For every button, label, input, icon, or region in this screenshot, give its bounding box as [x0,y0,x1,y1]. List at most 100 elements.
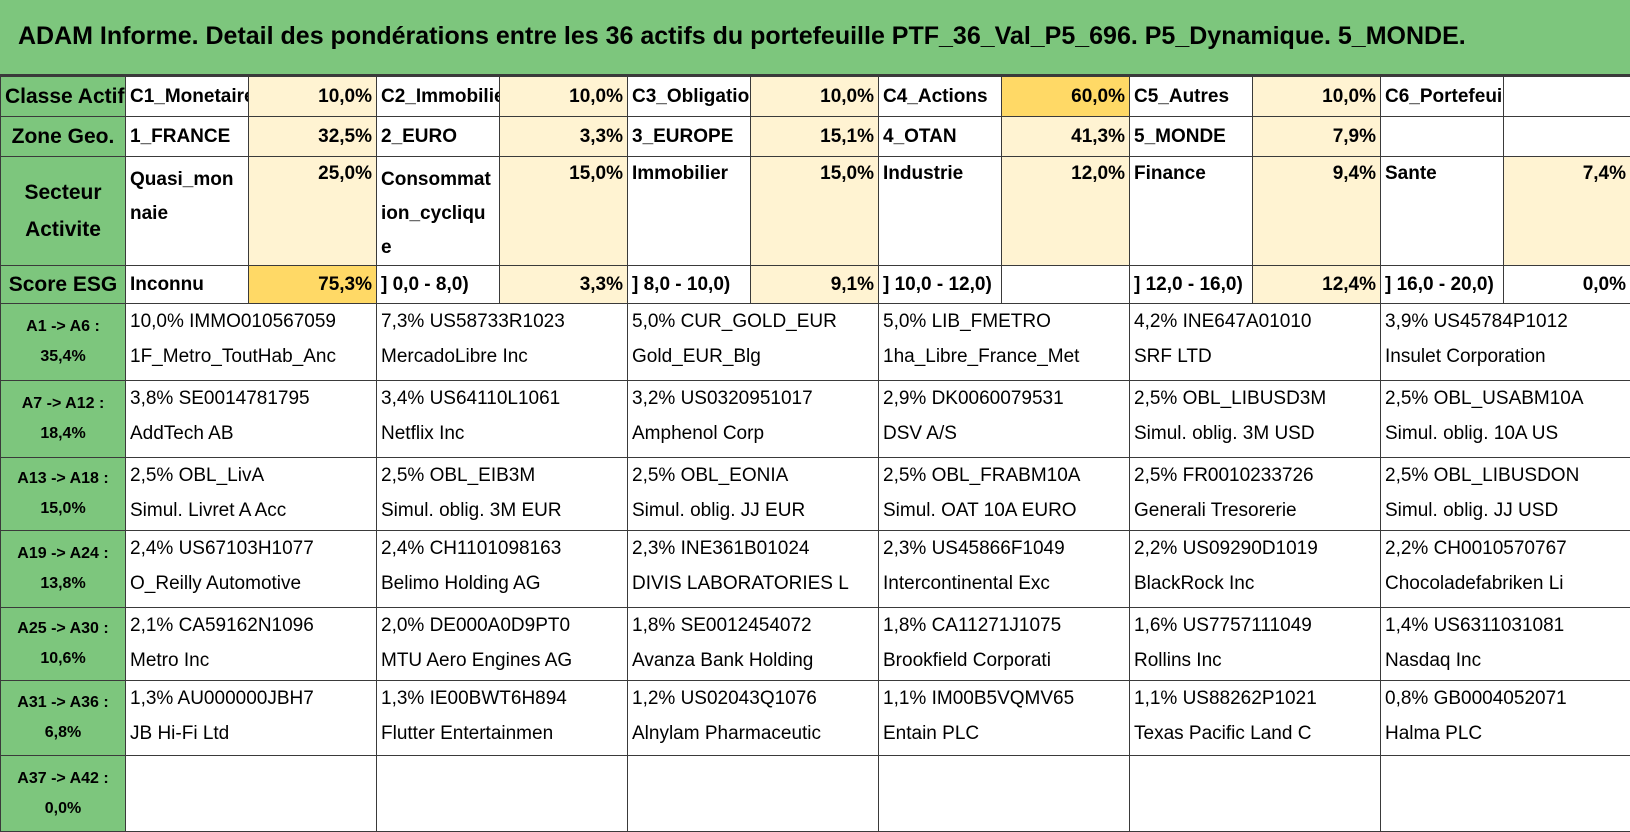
asset-name: JB Hi-Fi Ltd [130,716,372,751]
row-header: Score ESG [1,266,126,304]
asset-name: O_Reilly Automotive [130,566,372,601]
asset-weight-code: 2,5% OBL_EONIA [632,458,874,493]
asset-weight-code: 1,8% CA11271J1075 [883,608,1125,643]
asset-weight-code: 2,5% OBL_LivA [130,458,372,493]
asset-name: BlackRock Inc [1134,566,1376,601]
asset-name: Intercontinental Exc [883,566,1125,601]
cell-label: Inconnu [126,266,249,304]
asset-name: Insulet Corporation [1385,339,1626,374]
cell-label: Immobilier [628,157,751,266]
cell-value: 10,0% [751,77,879,117]
cell-label: ] 12,0 - 16,0) [1130,266,1253,304]
asset-name: Simul. oblig. JJ USD [1385,493,1626,528]
asset-cell [628,756,879,832]
asset-name: Entain PLC [883,716,1125,751]
asset-row: A37 -> A42 :0,0% [1,756,1630,832]
asset-name: Simul. oblig. JJ EUR [632,493,874,528]
asset-weight-code: 5,0% LIB_FMETRO [883,304,1125,339]
asset-name: Simul. oblig. 3M USD [1134,416,1376,451]
asset-weight-code: 3,8% SE0014781795 [130,381,372,416]
summary-row-sector: Secteur Activite Quasi_monnaie 25,0% Con… [1,157,1630,266]
row-header: Zone Geo. [1,117,126,157]
asset-cell [377,756,628,832]
cell-label: 4_OTAN [879,117,1002,157]
cell-label: Industrie [879,157,1002,266]
asset-weight-code: 2,9% DK0060079531 [883,381,1125,416]
asset-weight-code: 5,0% CUR_GOLD_EUR [632,304,874,339]
asset-name: SRF LTD [1134,339,1376,374]
asset-range-total: 6,8% [5,718,121,748]
asset-range: A25 -> A30 : [5,614,121,644]
asset-row-header: A7 -> A12 :18,4% [1,381,126,458]
asset-name: Netflix Inc [381,416,623,451]
cell-label: Finance [1130,157,1253,266]
asset-row-header: A25 -> A30 :10,6% [1,608,126,681]
cell-value: 3,3% [500,117,628,157]
summary-row-asset-class: Classe Actif C1_Monetaire 10,0% C2_Immob… [1,77,1630,117]
asset-name: Brookfield Corporati [883,643,1125,678]
asset-cell [1130,756,1381,832]
asset-name: Metro Inc [130,643,372,678]
cell-value: 75,3% [249,266,377,304]
asset-name: Flutter Entertainmen [381,716,623,751]
asset-name: Chocoladefabriken Li [1385,566,1626,601]
asset-range-total: 13,8% [5,569,121,599]
asset-weight-code: 1,3% AU000000JBH7 [130,681,372,716]
report-title: ADAM Informe. Detail des pondérations en… [18,22,1466,51]
asset-range-total: 0,0% [5,794,121,824]
cell-label-box: Consommation_cyclique [377,157,500,266]
allocation-table: Classe Actif C1_Monetaire 10,0% C2_Immob… [0,76,1630,832]
asset-name: AddTech AB [130,416,372,451]
cell-value: 0,0% [1504,266,1630,304]
asset-weight-code: 3,9% US45784P1012 [1385,304,1626,339]
asset-cell [1381,756,1630,832]
asset-row-header: A37 -> A42 :0,0% [1,756,126,832]
asset-range: A31 -> A36 : [5,688,121,718]
asset-name: Belimo Holding AG [381,566,623,601]
asset-name: Simul. oblig. 10A US [1385,416,1626,451]
cell-label: 5_MONDE [1130,117,1253,157]
cell-label: C5_Autres [1130,77,1253,117]
asset-weight-code: 10,0% IMMO010567059 [130,304,372,339]
cell-value: 10,0% [249,77,377,117]
asset-range-total: 35,4% [5,342,121,372]
cell-value [1504,117,1630,157]
cell-label: ] 0,0 - 8,0) [377,266,500,304]
asset-name: Simul. oblig. 3M EUR [381,493,623,528]
asset-weight-code: 3,2% US0320951017 [632,381,874,416]
asset-weight-code: 4,2% INE647A01010 [1134,304,1376,339]
summary-row-geo-zone: Zone Geo. 1_FRANCE 32,5% 2_EURO 3,3% 3_E… [1,117,1630,157]
cell-label: C1_Monetaire [126,77,249,117]
asset-weight-code: 2,5% OBL_LIBUSD3M [1134,381,1376,416]
asset-name: Simul. Livret A Acc [130,493,372,528]
asset-name: Texas Pacific Land C [1134,716,1376,751]
cell-value: 10,0% [500,77,628,117]
asset-weight-code: 1,6% US7757111049 [1134,608,1376,643]
asset-name: Halma PLC [1385,716,1626,751]
asset-name: 1ha_Libre_France_Met [883,339,1125,374]
cell-value: 41,3% [1002,117,1130,157]
cell-label: C3_Obligations [628,77,751,117]
row-header: Secteur Activite [5,174,121,248]
asset-weight-code: 0,8% GB0004052071 [1385,681,1626,716]
asset-name: MercadoLibre Inc [381,339,623,374]
